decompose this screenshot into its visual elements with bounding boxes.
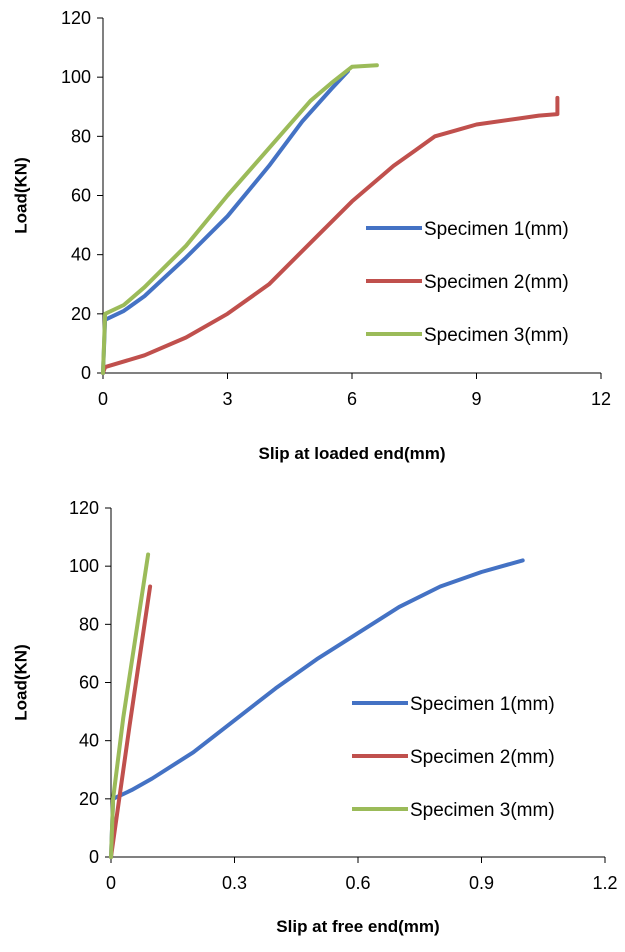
y-tick-label: 120	[69, 498, 99, 518]
legend-label-specimen-2: Specimen 2(mm)	[410, 747, 555, 768]
x-tick-label: 0.3	[222, 873, 247, 893]
y-tick-label: 100	[69, 556, 99, 576]
x-tick-label: 6	[347, 389, 357, 409]
y-tick-label: 60	[79, 673, 99, 693]
y-tick-label: 80	[71, 126, 91, 146]
y-tick-label: 80	[79, 614, 99, 634]
chart-loaded-end: Slip at loaded end(mm) Load(KN) 0 20 40 60 8…	[0, 0, 625, 475]
chart-free-end: Slip at free end(mm) Load(KN) 0 20 40 60 80 1…	[0, 490, 625, 947]
y-tick-label: 120	[61, 8, 91, 28]
x-tick-label: 0.6	[345, 873, 370, 893]
y-axis-label: Load(KN)	[11, 644, 30, 720]
legend-label-specimen-1: Specimen 1(mm)	[410, 694, 555, 715]
x-tick-label: 0	[106, 873, 116, 893]
series-line-specimen-1	[101, 69, 350, 375]
legend-label-specimen-3: Specimen 3(mm)	[410, 800, 555, 821]
y-tick-label: 20	[79, 789, 99, 809]
y-tick-label: 20	[71, 304, 91, 324]
chart-loaded-end-svg: Slip at loaded end(mm) Load(KN) 02040608…	[11, 8, 611, 463]
x-tick-label: 0.9	[469, 873, 494, 893]
legend-label-specimen-2: Specimen 2(mm)	[424, 272, 569, 293]
legend-label-specimen-3: Specimen 3(mm)	[424, 325, 569, 346]
series-line-specimen-2	[109, 584, 153, 859]
series-line-specimen-3	[109, 552, 151, 859]
y-axis-label: Load(KN)	[11, 157, 30, 233]
x-tick-label: 12	[591, 389, 611, 409]
series-line-specimen-1	[109, 558, 525, 859]
y-tick-label: 0	[81, 363, 91, 383]
series-line-specimen-2	[101, 95, 560, 375]
x-axis-label: Slip at loaded end(mm)	[258, 444, 445, 463]
y-tick-label: 0	[89, 847, 99, 867]
y-tick-label: 60	[71, 186, 91, 206]
x-tick-label: 9	[471, 389, 481, 409]
x-tick-label: 1.2	[592, 873, 617, 893]
y-tick-label: 100	[61, 67, 91, 87]
y-tick-label: 40	[79, 731, 99, 751]
y-tick-label: 40	[71, 245, 91, 265]
chart-free-end-svg: Slip at free end(mm) Load(KN) 0 20 40 60 80 1…	[11, 498, 617, 936]
x-tick-label: 3	[222, 389, 232, 409]
x-axis-label: Slip at free end(mm)	[276, 917, 439, 936]
series-line-specimen-3	[101, 63, 379, 375]
x-tick-label: 0	[98, 389, 108, 409]
legend-label-specimen-1: Specimen 1(mm)	[424, 219, 569, 240]
